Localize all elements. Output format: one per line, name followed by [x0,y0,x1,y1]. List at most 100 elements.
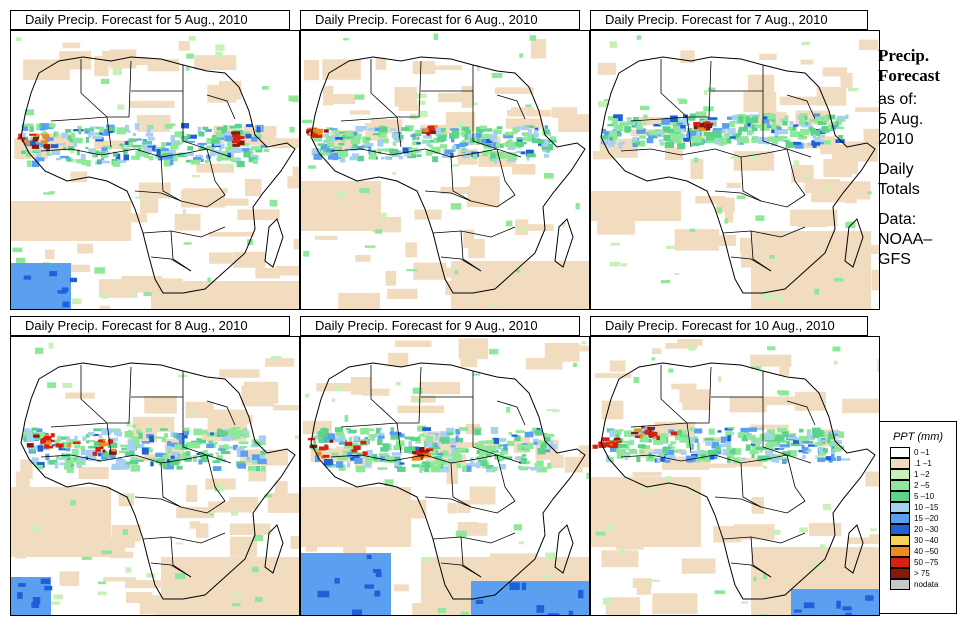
precip-cell [374,229,383,234]
rain-band-cell [142,140,153,145]
rain-band-cell [210,151,215,157]
rain-band-cell [456,463,462,469]
light-precip-area [265,358,295,367]
precip-legend: PPT (mm) 0 –1.1 –1 1 –2 2 –5 5 –10 10 –15 15 … [879,421,957,614]
precip-cell [689,487,694,492]
rain-band-cell [767,114,777,122]
country-border [131,371,184,398]
rain-band-cell [115,459,126,465]
heavy-rain-cell [425,448,434,451]
rain-band-cell [751,139,761,143]
rain-band-cell [754,124,763,128]
ocean-rain-cell [577,589,584,599]
madagascar-outline [264,524,284,574]
light-precip-area [59,51,92,70]
ocean-rain-cell [40,578,51,584]
rain-band-cell [835,121,839,128]
precip-cell [384,479,394,487]
rain-band-cell [206,158,211,163]
ocean-rain-cell [62,301,70,308]
rain-band-cell [425,435,431,441]
heavy-rain-cell [97,439,103,443]
rain-band-cell [161,148,169,152]
light-precip-area [544,342,580,359]
rain-band-cell [323,139,328,143]
rain-band-cell [816,430,824,437]
light-precip-area [822,67,847,77]
light-precip-area [275,266,299,276]
rain-band-cell [437,127,446,132]
ocean-rain-cell [18,583,26,587]
light-precip-area [208,501,253,513]
rain-band-cell [737,432,744,439]
rain-band-cell [756,438,761,445]
rain-band-cell [688,437,699,443]
rain-band-cell [419,464,425,471]
rain-band-cell [635,124,643,130]
precip-cell [289,126,295,133]
rain-band-cell [338,142,345,146]
rain-band-cell [367,127,376,131]
precip-cell [674,272,679,276]
rain-band-cell [458,427,469,431]
rain-band-cell [727,435,731,442]
rain-band-cell [327,433,336,440]
rain-band-cell [642,122,647,125]
ocean-rain-cell [44,585,53,591]
precip-cell [777,295,783,303]
rain-band-cell [71,448,79,456]
rain-band-cell [450,430,455,434]
rain-band-cell [814,442,824,447]
rain-band-cell [733,448,742,455]
rain-band-cell [87,455,97,462]
rain-band-cell [48,459,58,465]
light-precip-area [632,578,652,588]
rain-band-cell [36,464,43,470]
rain-band-cell [661,118,670,125]
heavy-rain-cell [425,449,430,453]
precip-cell [454,270,459,275]
rain-band-cell [494,128,498,135]
rain-band-cell [329,463,336,468]
light-precip-area [29,145,72,151]
precip-cell [304,393,310,398]
rain-band-cell [627,121,636,126]
rain-band-cell [547,139,557,143]
rain-band-cell [169,442,178,448]
rain-band-cell [115,153,121,161]
rain-band-cell [691,454,698,457]
rain-band-cell [488,445,497,451]
precip-cell [867,191,872,195]
rain-band-cell [56,157,62,161]
rain-band-cell [548,143,554,151]
precip-cell [801,41,811,46]
country-border [440,562,482,578]
precip-cell [209,513,215,516]
rain-band-cell [176,434,184,440]
rain-band-cell [70,463,75,467]
rain-band-cell [197,126,201,134]
legend-item: > 75 [890,568,956,579]
light-precip-area [572,345,589,352]
ocean-rain-cell [521,582,527,591]
rain-band-cell [360,427,370,435]
precip-cell [359,188,370,194]
precip-cell [519,228,526,232]
rain-band-cell [752,444,761,450]
rain-band-cell [411,464,420,468]
rain-band-cell [415,132,422,137]
rain-band-cell [332,437,341,443]
rain-band-cell [451,128,459,135]
precip-cell [519,53,523,58]
precip-cell [178,374,188,378]
light-precip-area [387,288,418,299]
rain-band-cell [417,150,422,153]
rain-band-cell [224,135,233,142]
rain-band-cell [734,137,740,141]
rain-band-cell [323,458,333,466]
rain-band-cell [520,151,526,155]
precip-cell [69,147,75,154]
rain-band-cell [249,151,254,155]
rain-band-cell [313,153,323,160]
heavy-rain-cell [614,437,621,441]
